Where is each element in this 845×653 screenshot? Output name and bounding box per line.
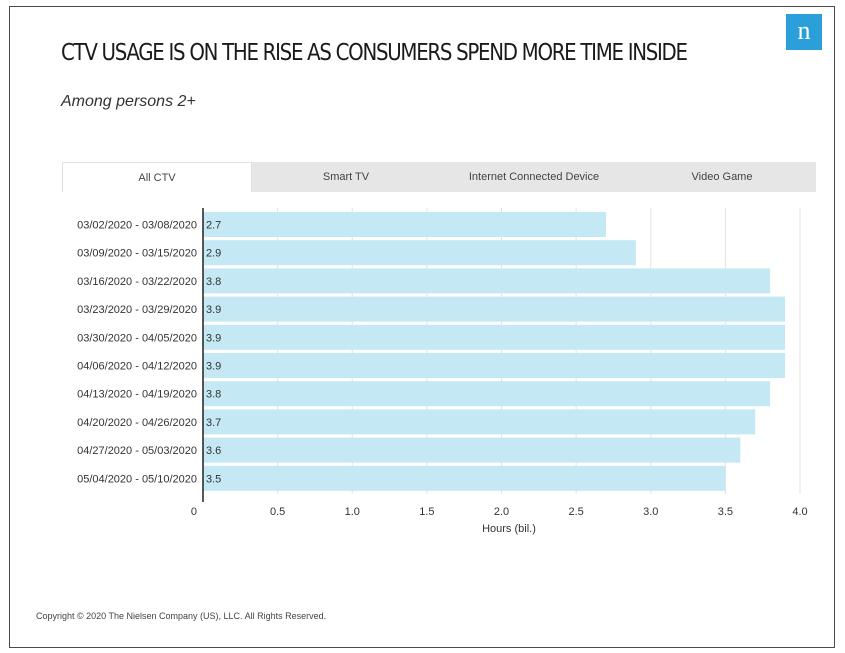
bar <box>203 381 771 407</box>
tab-bar: All CTV Smart TV Internet Connected Devi… <box>62 162 816 192</box>
category-label: 04/06/2020 - 04/12/2020 <box>77 361 197 373</box>
value-label: 3.9 <box>206 332 221 344</box>
category-label: 04/13/2020 - 04/19/2020 <box>77 389 197 401</box>
category-label: 03/02/2020 - 03/08/2020 <box>77 220 197 232</box>
nielsen-logo: n <box>786 14 822 50</box>
tab-smart-tv[interactable]: Smart TV <box>252 162 440 192</box>
category-label: 05/04/2020 - 05/10/2020 <box>77 473 197 485</box>
tab-internet-connected-device[interactable]: Internet Connected Device <box>440 162 628 192</box>
tab-video-game[interactable]: Video Game <box>628 162 816 192</box>
x-tick-label: 2.0 <box>494 506 509 518</box>
bar <box>203 324 786 350</box>
x-axis-title: Hours (bil.) <box>482 523 536 535</box>
category-label: 03/09/2020 - 03/15/2020 <box>77 248 197 260</box>
copyright-text: Copyright © 2020 The Nielsen Company (US… <box>36 611 327 621</box>
category-label: 04/27/2020 - 05/03/2020 <box>77 445 197 457</box>
value-label: 3.9 <box>206 304 221 316</box>
category-label: 03/30/2020 - 04/05/2020 <box>77 332 197 344</box>
value-label: 2.9 <box>206 248 221 260</box>
bar <box>203 268 771 294</box>
x-tick-label: 2.5 <box>568 506 583 518</box>
bar <box>203 240 636 266</box>
x-tick-label: 1.5 <box>419 506 434 518</box>
x-tick-label: 0.5 <box>270 506 285 518</box>
x-tick-label: 1.0 <box>345 506 360 518</box>
value-label: 3.8 <box>206 276 221 288</box>
bar <box>203 437 741 463</box>
category-label: 04/20/2020 - 04/26/2020 <box>77 417 197 429</box>
page-title: CTV USAGE IS ON THE RISE AS CONSUMERS SP… <box>61 40 688 66</box>
bar <box>203 296 786 322</box>
value-label: 3.7 <box>206 417 221 429</box>
bar <box>203 465 726 491</box>
bar <box>203 409 756 435</box>
tab-all-ctv[interactable]: All CTV <box>62 162 252 192</box>
x-tick-label: 4.0 <box>792 506 807 518</box>
x-tick-label: 3.0 <box>643 506 658 518</box>
category-label: 03/23/2020 - 03/29/2020 <box>77 304 197 316</box>
bar <box>203 212 606 237</box>
value-label: 3.6 <box>206 445 221 457</box>
value-label: 3.9 <box>206 361 221 373</box>
x-tick-label: 3.5 <box>718 506 733 518</box>
value-label: 3.8 <box>206 389 221 401</box>
value-label: 3.5 <box>206 473 221 485</box>
x-tick-label: 0 <box>191 506 197 518</box>
value-label: 2.7 <box>206 220 221 232</box>
category-label: 03/16/2020 - 03/22/2020 <box>77 276 197 288</box>
bar <box>203 353 786 378</box>
page-subtitle: Among persons 2+ <box>61 93 196 110</box>
